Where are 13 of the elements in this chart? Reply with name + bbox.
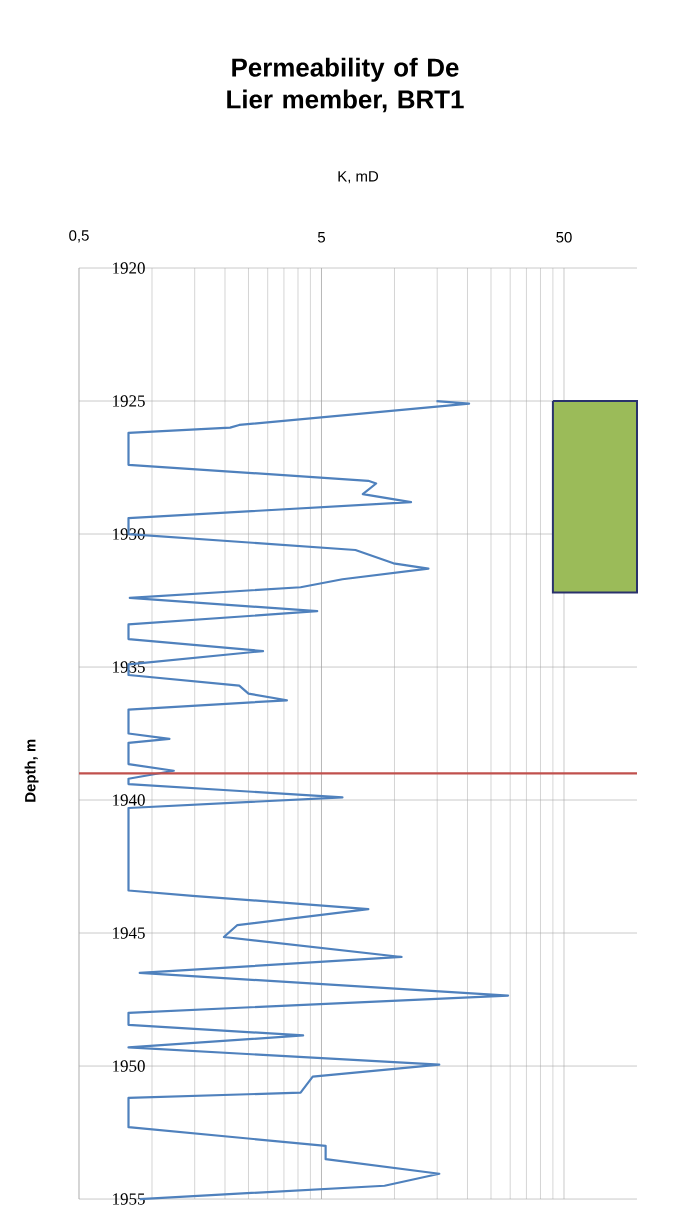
y-tick-label: 1925 xyxy=(113,395,145,407)
x-tick-label: 0,5 xyxy=(69,230,89,243)
y-tick-label: 1940 xyxy=(113,794,145,806)
x-tick-label: 5 xyxy=(317,232,326,243)
x-tick-label: 50 xyxy=(556,231,572,243)
x-axis-title: K, mD xyxy=(338,171,379,184)
y-tick-label: 1920 xyxy=(113,262,145,274)
y-tick-label: 1955 xyxy=(113,1193,145,1205)
y-tick-label: 1945 xyxy=(113,927,145,939)
y-tick-label: 1950 xyxy=(113,1060,145,1072)
y-axis-title: Depth, m xyxy=(24,739,39,802)
chart-title: Permeability of De Lier member, BRT1 xyxy=(227,57,464,113)
y-tick-label: 1930 xyxy=(113,528,145,540)
